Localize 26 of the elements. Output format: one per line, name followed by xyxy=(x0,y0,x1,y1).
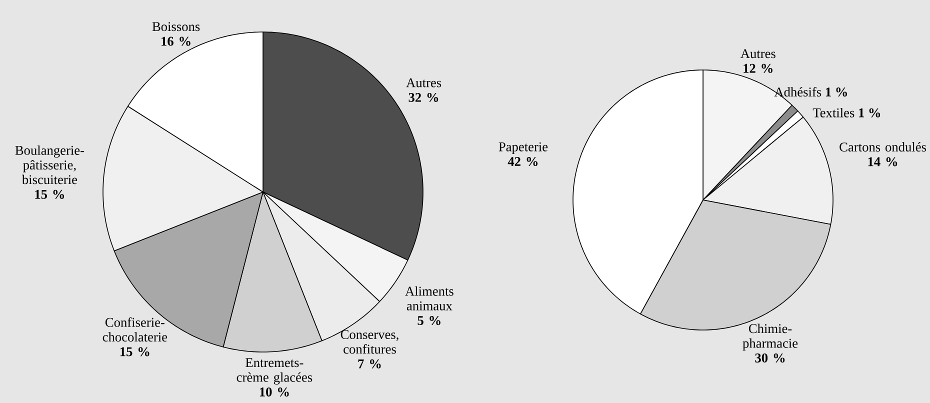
data-label: 5 % xyxy=(418,316,440,326)
slice-label: Entremets-crème glacées xyxy=(236,358,312,385)
data-label: 7 % xyxy=(358,359,381,368)
data-label: 14 % xyxy=(868,157,898,166)
data-label: 16 % xyxy=(162,36,190,46)
data-label: 42 % xyxy=(508,156,538,166)
slice-label: Confiserie-chocolaterie xyxy=(102,317,168,342)
data-label: 15 % xyxy=(35,190,64,199)
slice-label: Chimie-pharmacie xyxy=(742,324,798,351)
slice-label: Aliments animaux xyxy=(405,286,454,310)
slice-label: Textiles xyxy=(812,108,854,118)
slice-label: Autres xyxy=(406,78,442,88)
slice-label: Papeterie xyxy=(498,142,548,154)
data-label: 30 % xyxy=(755,353,785,363)
data-label: 1 % xyxy=(826,88,847,97)
slice-label: Boissons xyxy=(152,22,200,32)
slice-label: Boulangerie-pâtisserie, biscuiterie xyxy=(15,145,84,184)
data-label: 1 % xyxy=(859,108,880,118)
slice-label: Cartons ondulés xyxy=(840,142,926,152)
data-label: 15 % xyxy=(120,347,150,356)
data-label: 12 % xyxy=(744,64,772,73)
data-label: 10 % xyxy=(260,387,289,397)
slice-label: Autres xyxy=(740,49,776,58)
data-label: 32 % xyxy=(408,92,438,102)
slice-label: Conserves, confitures xyxy=(340,330,398,354)
slice-label: Adhésifs xyxy=(774,87,822,97)
